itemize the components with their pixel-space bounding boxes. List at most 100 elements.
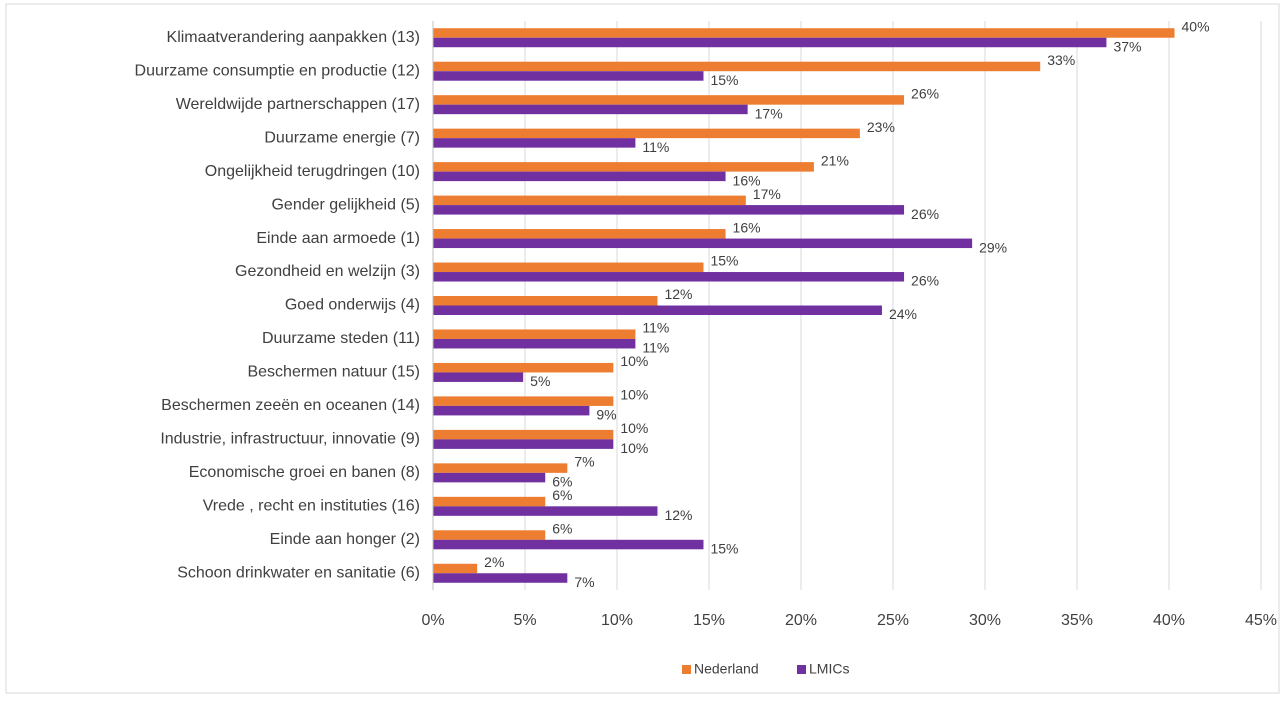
bar: [433, 329, 636, 339]
bar: [433, 573, 568, 583]
bar: [433, 396, 614, 406]
bar: [433, 296, 658, 306]
x-tick-label: 45%: [1245, 612, 1277, 629]
bar: [433, 362, 614, 373]
bar: [433, 195, 746, 206]
bar: [433, 338, 636, 349]
bar: [433, 506, 658, 516]
bar: [433, 539, 704, 550]
y-tick-label: Goed onderwijs (4): [285, 297, 420, 314]
bar: [433, 28, 1175, 38]
bar: [433, 305, 882, 315]
data-label: 11%: [642, 340, 669, 356]
bar: [433, 262, 704, 273]
y-tick-label: Klimaatverandering aanpakken (13): [167, 29, 420, 46]
data-label: 5%: [530, 373, 550, 389]
data-label: 33%: [1047, 52, 1075, 68]
x-tick-label: 10%: [601, 612, 633, 629]
chart-frame: [5, 3, 1280, 694]
data-label: 21%: [821, 152, 849, 168]
bar: [433, 372, 524, 382]
bar: [433, 205, 905, 215]
legend-swatch: [682, 665, 691, 674]
x-tick-label: 40%: [1153, 612, 1185, 629]
bar: [433, 162, 814, 172]
bar: [433, 439, 614, 449]
legend-label: Nederland: [694, 661, 759, 677]
x-tick-label: 20%: [785, 612, 817, 629]
data-label: 26%: [911, 273, 939, 289]
bar: [433, 128, 860, 139]
x-tick-label: 0%: [421, 612, 444, 629]
data-label: 16%: [733, 172, 761, 188]
bar: [433, 472, 546, 483]
bar: [433, 71, 704, 81]
data-label: 10%: [620, 387, 648, 403]
data-label: 16%: [733, 219, 761, 235]
data-label: 12%: [664, 286, 692, 302]
data-label: 6%: [552, 520, 572, 536]
data-label: 6%: [552, 487, 572, 503]
bar: [433, 563, 478, 574]
data-label: 26%: [911, 206, 939, 222]
data-label: 17%: [753, 186, 781, 202]
bar: [433, 95, 905, 105]
y-tick-label: Economische groei en banen (8): [189, 464, 420, 481]
y-tick-label: Industrie, infrastructuur, innovatie (9): [160, 431, 420, 448]
data-label: 26%: [911, 85, 939, 101]
bar: [433, 61, 1041, 72]
bar: [433, 37, 1107, 48]
bar: [433, 530, 546, 540]
data-label: 29%: [979, 239, 1007, 255]
data-label: 6%: [552, 474, 572, 490]
x-tick-label: 30%: [969, 612, 1001, 629]
bar: [433, 229, 726, 239]
data-label: 11%: [642, 320, 669, 336]
data-label: 23%: [867, 119, 895, 135]
bar: [433, 405, 590, 416]
data-label: 15%: [710, 253, 738, 269]
y-tick-label: Schoon drinkwater en sanitatie (6): [177, 564, 420, 581]
y-tick-label: Beschermen zeeën en oceanen (14): [161, 397, 420, 414]
y-tick-label: Gezondheid en welzijn (3): [235, 263, 420, 280]
y-tick-label: Wereldwijde partnerschappen (17): [176, 96, 420, 113]
data-label: 40%: [1182, 18, 1210, 34]
y-tick-label: Beschermen natuur (15): [247, 364, 420, 381]
data-label: 10%: [620, 353, 648, 369]
data-label: 10%: [620, 420, 648, 436]
y-tick-label: Duurzame energie (7): [264, 129, 420, 146]
data-label: 11%: [642, 139, 669, 155]
x-tick-label: 5%: [513, 612, 536, 629]
legend-swatch: [797, 665, 806, 674]
data-label: 15%: [710, 540, 738, 556]
bar: [433, 463, 568, 473]
data-label: 7%: [574, 574, 594, 590]
data-label: 9%: [596, 407, 616, 423]
bar: [433, 496, 546, 507]
data-label: 7%: [574, 454, 594, 470]
data-label: 17%: [755, 105, 783, 121]
y-tick-label: Gender gelijkheid (5): [271, 196, 420, 213]
y-tick-label: Duurzame steden (11): [262, 330, 420, 347]
bar: [433, 138, 636, 148]
legend-label: LMICs: [809, 661, 849, 677]
x-tick-label: 25%: [877, 612, 909, 629]
bar: [433, 238, 973, 249]
x-tick-label: 15%: [693, 612, 725, 629]
bar: [433, 272, 905, 282]
data-label: 12%: [664, 507, 692, 523]
y-tick-label: Vrede , recht en instituties (16): [203, 498, 420, 515]
y-tick-label: Ongelijkheid terugdringen (10): [205, 163, 420, 180]
x-tick-label: 35%: [1061, 612, 1093, 629]
data-label: 2%: [484, 554, 504, 570]
data-label: 24%: [889, 306, 917, 322]
bar: [433, 171, 726, 182]
data-label: 37%: [1113, 38, 1141, 54]
bar: [433, 104, 748, 115]
y-tick-label: Duurzame consumptie en productie (12): [135, 62, 420, 79]
y-tick-label: Einde aan honger (2): [270, 531, 420, 548]
data-label: 15%: [710, 72, 738, 88]
data-label: 10%: [620, 440, 648, 456]
y-tick-label: Einde aan armoede (1): [256, 230, 420, 247]
